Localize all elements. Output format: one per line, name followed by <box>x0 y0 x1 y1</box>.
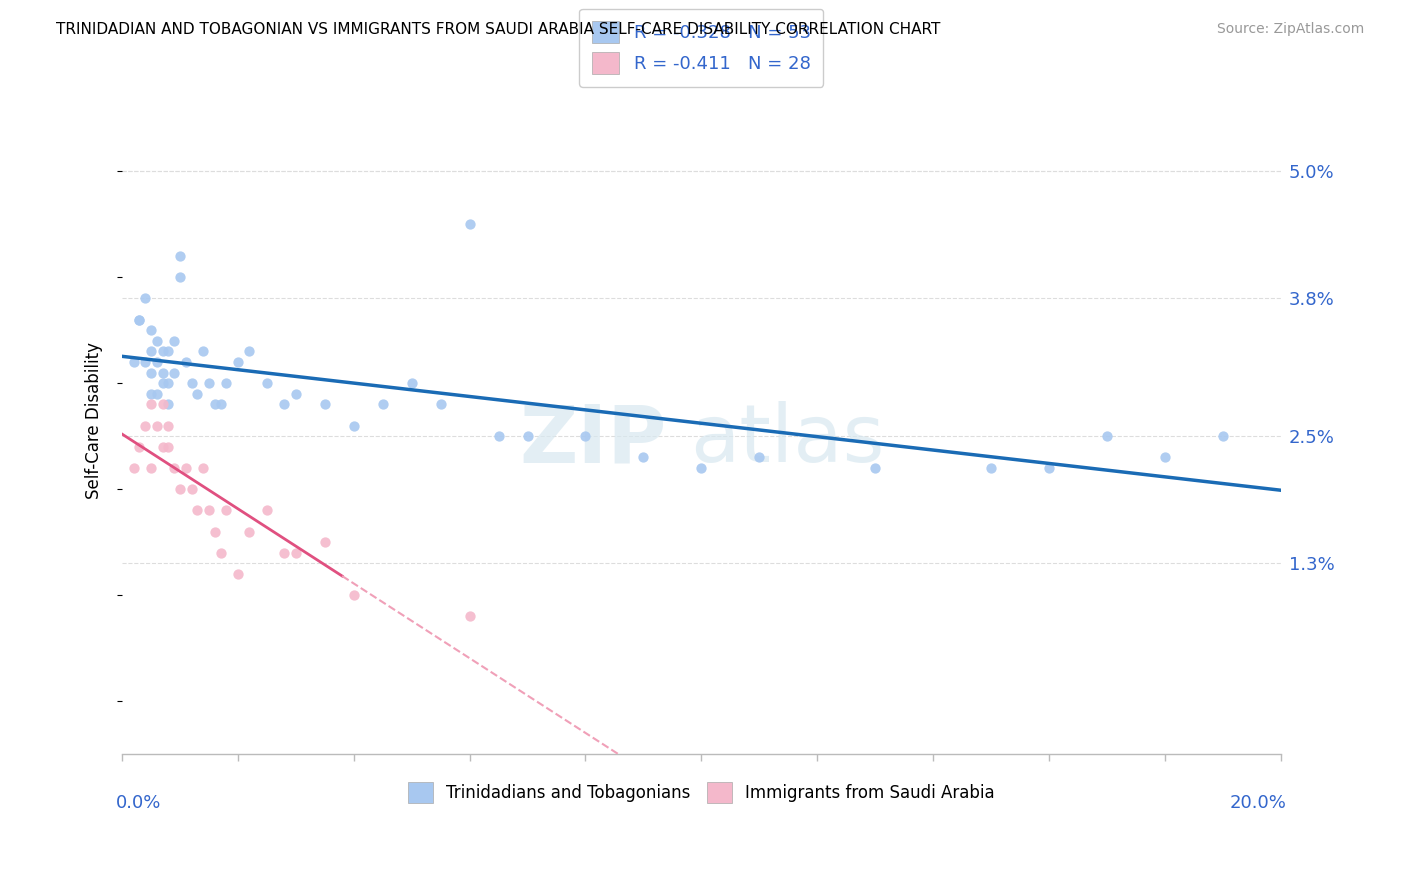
Point <box>690 461 713 475</box>
Point <box>863 461 886 475</box>
Point <box>146 355 169 369</box>
Legend: Trinidadians and Tobagonians, Immigrants from Saudi Arabia: Trinidadians and Tobagonians, Immigrants… <box>398 772 1005 813</box>
Point <box>134 355 156 369</box>
Point <box>139 397 162 411</box>
Point <box>238 524 260 539</box>
Point <box>122 461 145 475</box>
Point <box>174 461 197 475</box>
Point <box>139 344 162 359</box>
Point <box>152 344 174 359</box>
Point <box>516 429 538 443</box>
Point <box>256 376 278 391</box>
Point <box>169 270 191 285</box>
Point <box>128 312 150 326</box>
Point <box>152 440 174 454</box>
Point <box>191 461 214 475</box>
Point <box>204 524 226 539</box>
Point <box>157 376 180 391</box>
Point <box>256 503 278 517</box>
Point <box>215 376 238 391</box>
Point <box>180 376 202 391</box>
Point <box>146 334 169 348</box>
Point <box>191 344 214 359</box>
Point <box>215 503 238 517</box>
Point <box>284 386 307 401</box>
Point <box>152 397 174 411</box>
Point <box>139 461 162 475</box>
Point <box>343 418 366 433</box>
Point <box>169 249 191 263</box>
Point <box>134 418 156 433</box>
Text: 20.0%: 20.0% <box>1229 794 1286 813</box>
Point <box>163 334 186 348</box>
Point <box>1153 450 1175 465</box>
Point <box>226 355 249 369</box>
Point <box>122 355 145 369</box>
Point <box>314 535 336 549</box>
Point <box>186 386 208 401</box>
Point <box>174 355 197 369</box>
Point <box>146 386 169 401</box>
Point <box>209 397 232 411</box>
Point <box>152 376 174 391</box>
Point <box>169 482 191 496</box>
Point <box>139 323 162 337</box>
Point <box>284 546 307 560</box>
Point <box>273 397 295 411</box>
Point <box>128 312 150 326</box>
Point <box>1212 429 1234 443</box>
Point <box>198 503 221 517</box>
Point <box>429 397 451 411</box>
Point <box>458 609 481 624</box>
Point <box>186 503 208 517</box>
Point <box>128 440 150 454</box>
Point <box>163 461 186 475</box>
Point <box>139 366 162 380</box>
Point <box>204 397 226 411</box>
Point <box>401 376 423 391</box>
Point <box>157 397 180 411</box>
Point <box>134 292 156 306</box>
Point <box>371 397 394 411</box>
Point <box>1095 429 1118 443</box>
Point <box>163 366 186 380</box>
Point <box>343 588 366 602</box>
Point <box>238 344 260 359</box>
Point <box>157 344 180 359</box>
Point <box>574 429 596 443</box>
Point <box>748 450 770 465</box>
Point <box>1038 461 1060 475</box>
Point <box>157 418 180 433</box>
Point <box>209 546 232 560</box>
Point <box>273 546 295 560</box>
Point <box>226 566 249 581</box>
Text: ZIP: ZIP <box>519 401 666 479</box>
Point <box>139 386 162 401</box>
Text: TRINIDADIAN AND TOBAGONIAN VS IMMIGRANTS FROM SAUDI ARABIA SELF-CARE DISABILITY : TRINIDADIAN AND TOBAGONIAN VS IMMIGRANTS… <box>56 22 941 37</box>
Point <box>146 418 169 433</box>
Point <box>180 482 202 496</box>
Point <box>980 461 1002 475</box>
Point <box>633 450 655 465</box>
Text: Source: ZipAtlas.com: Source: ZipAtlas.com <box>1216 22 1364 37</box>
Text: atlas: atlas <box>690 401 884 479</box>
Text: 0.0%: 0.0% <box>117 794 162 813</box>
Point <box>458 217 481 231</box>
Point <box>488 429 510 443</box>
Point <box>157 440 180 454</box>
Point <box>198 376 221 391</box>
Y-axis label: Self-Care Disability: Self-Care Disability <box>86 342 103 499</box>
Point <box>152 366 174 380</box>
Point <box>314 397 336 411</box>
